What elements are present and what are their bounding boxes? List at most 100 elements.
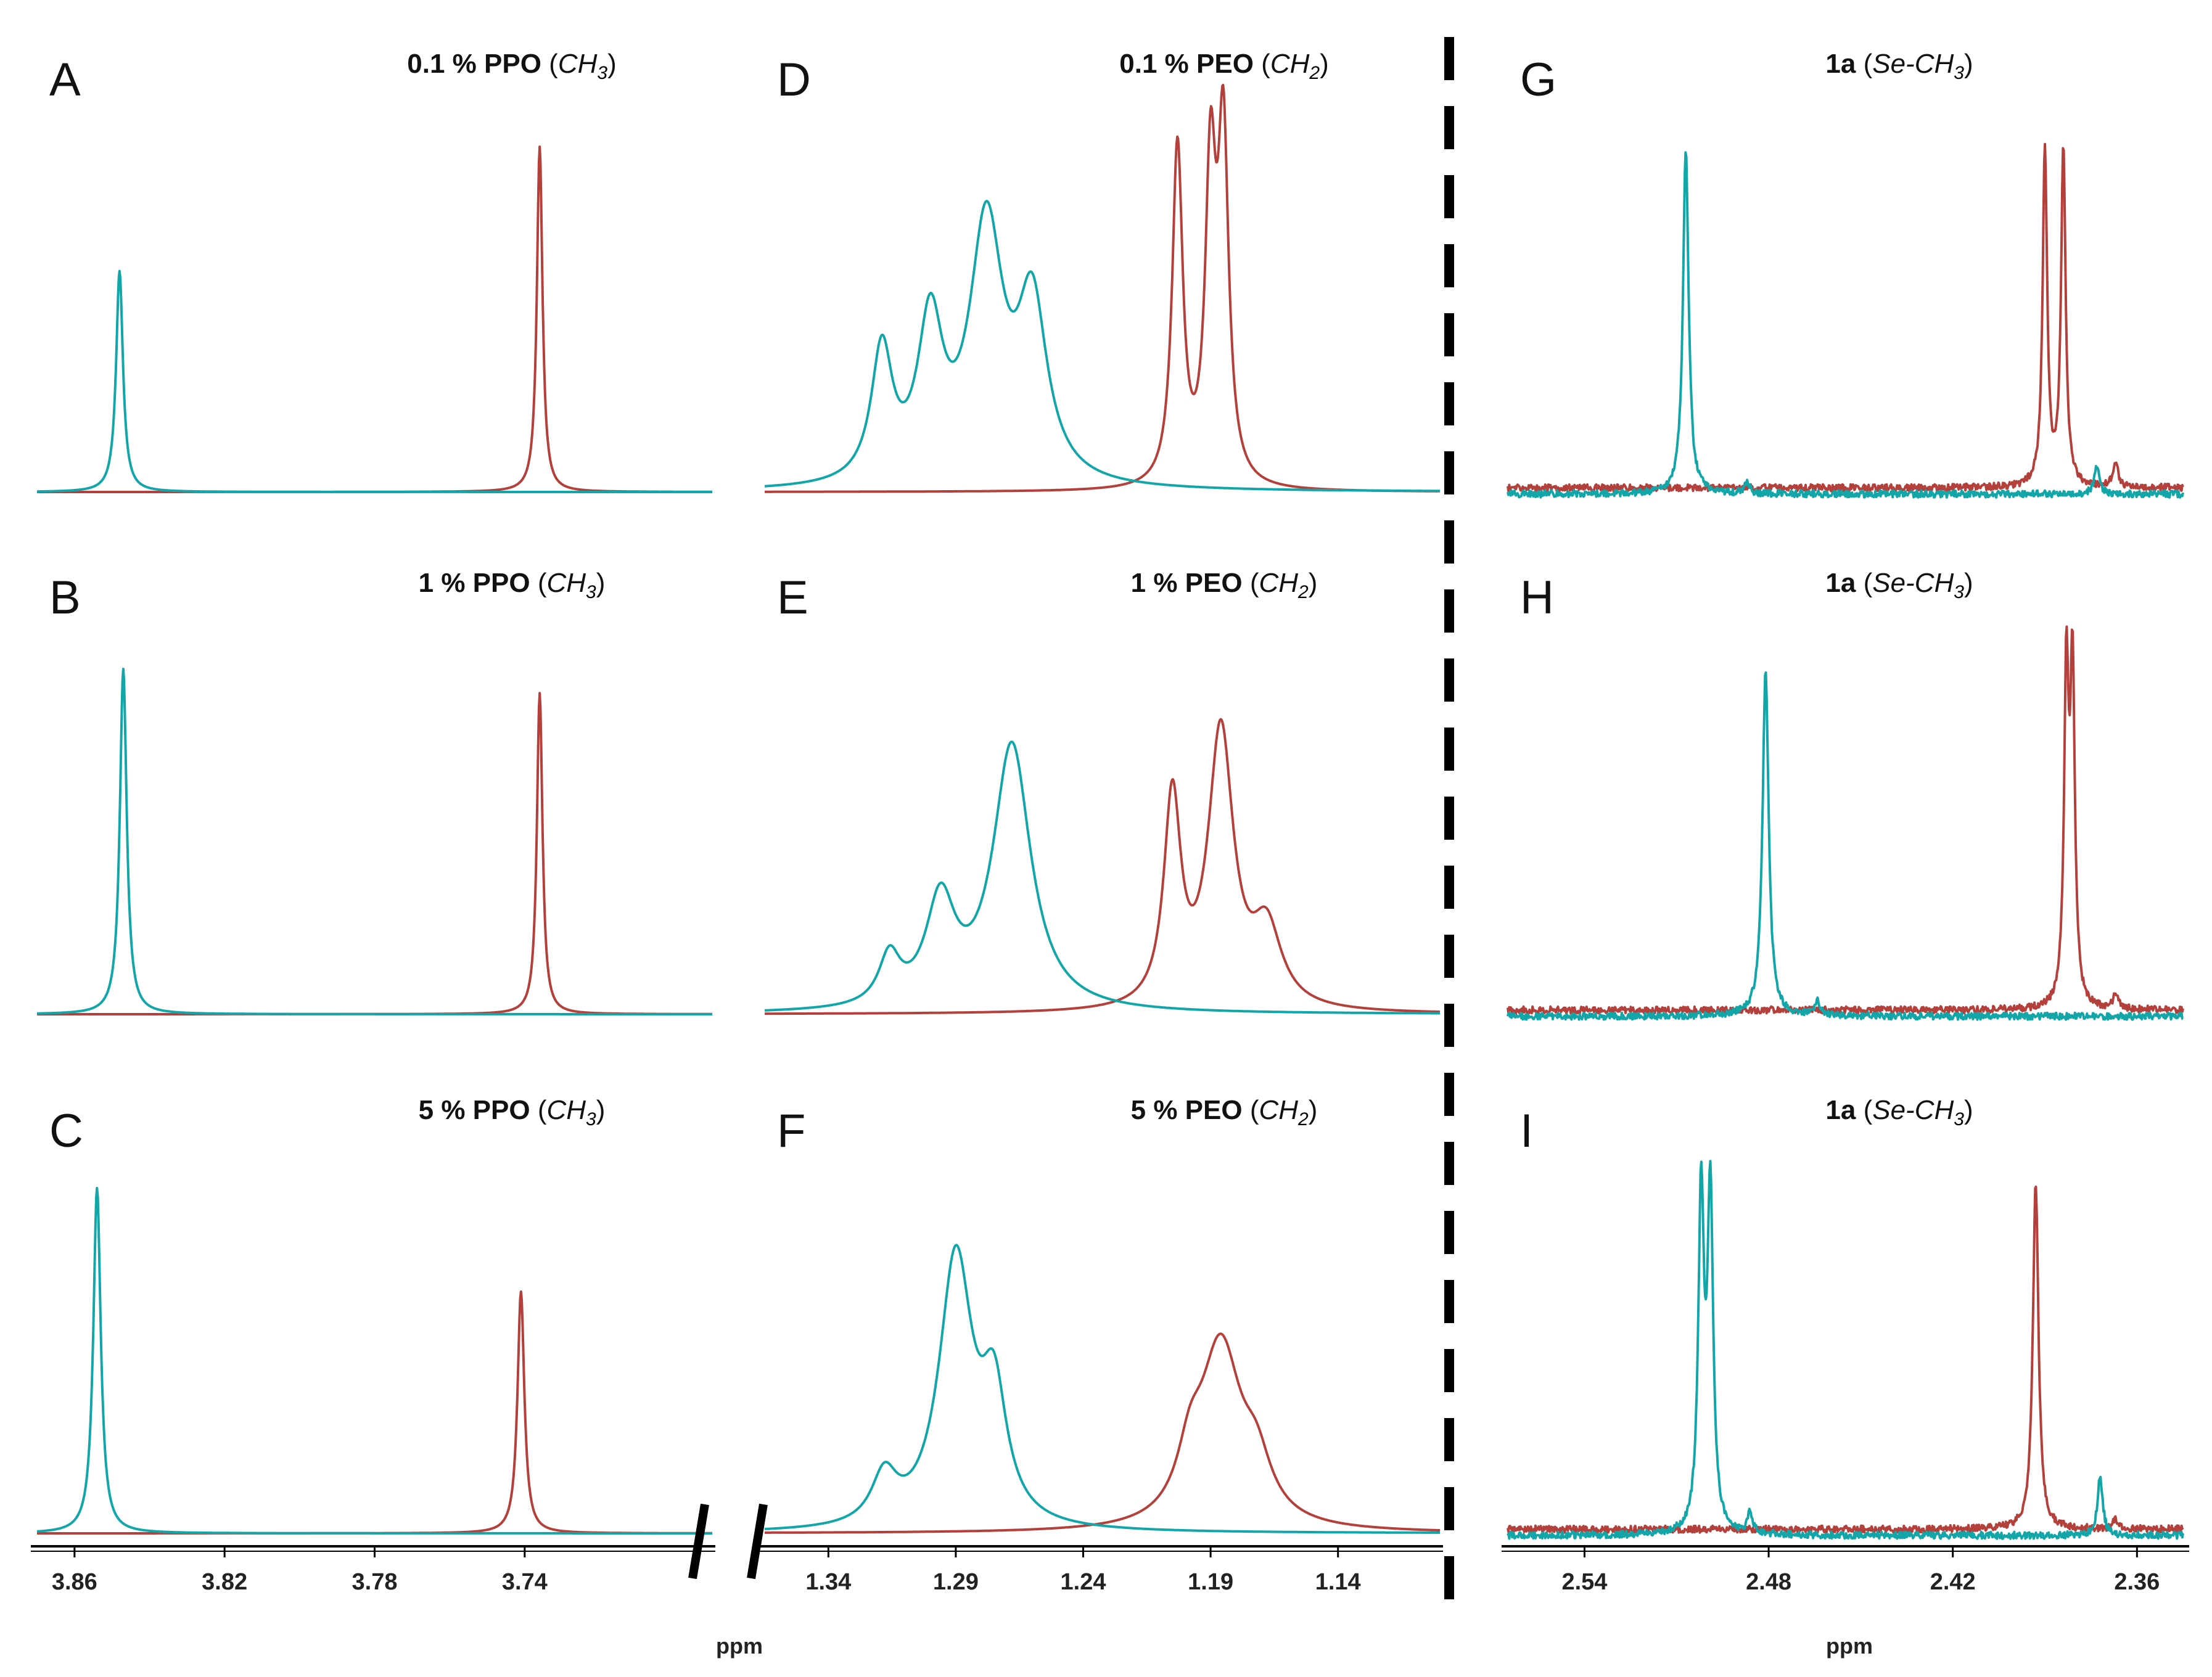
x-tick-label: 1.14 xyxy=(1315,1569,1361,1595)
panel-title-d: 0.1 % PEO (CH2) xyxy=(1119,49,1328,83)
spectrum-red-h xyxy=(1507,625,2184,1015)
spectrum-teal-e xyxy=(764,740,1441,1015)
panel-title-paren-open: ( xyxy=(538,568,547,598)
panel-title-subscript: 3 xyxy=(586,582,596,602)
spectrum-teal-d xyxy=(764,200,1441,493)
x-axis-col-2: 2.54 2.48 2.42 2.36 xyxy=(1502,1545,2189,1595)
panel-h: H 1a (Se-CH3) xyxy=(1507,568,2184,1021)
x-tick-label: 3.82 xyxy=(202,1569,247,1595)
panel-a: A 0.1 % PPO (CH3) xyxy=(36,49,713,493)
axis-break-mark-left xyxy=(688,1503,709,1580)
panel-letter-c: C xyxy=(49,1105,83,1157)
x-tick-label: 2.48 xyxy=(1746,1569,1791,1595)
spectrum-red-a xyxy=(36,146,713,493)
panel-title-bold: 1a xyxy=(1825,1095,1863,1125)
panel-title-italic: Se-CH xyxy=(1872,568,1954,598)
x-tick-label: 3.86 xyxy=(52,1569,97,1595)
panel-title-bold: 1 % PPO xyxy=(419,568,538,598)
spectrum-teal-h xyxy=(1507,671,2184,1021)
x-axis-col-1: 1.34 1.29 1.24 1.19 1.14 xyxy=(759,1545,1443,1595)
panel-letter-f: F xyxy=(777,1105,805,1157)
panel-title-italic: CH xyxy=(1270,49,1310,79)
panel-letter-d: D xyxy=(777,54,811,106)
panel-title-italic: CH xyxy=(1259,1095,1298,1125)
panel-letter-h: H xyxy=(1520,572,1554,624)
panel-title-bold: 1a xyxy=(1825,568,1863,598)
panel-title-paren-open: ( xyxy=(1261,49,1270,79)
panel-title-italic: CH xyxy=(558,49,598,79)
x-tick-label: 1.24 xyxy=(1061,1569,1106,1595)
spectrum-red-b xyxy=(36,692,713,1015)
x-axis-col-0: 3.86 3.82 3.78 3.74 xyxy=(31,1545,715,1595)
panel-title-subscript: 2 xyxy=(1297,1109,1309,1130)
axes-layer: 3.86 3.82 3.78 3.74 1.34 1.29 1.24 1.19 1.14 2.54… xyxy=(31,1545,2189,1595)
panel-title-bold: 5 % PEO xyxy=(1131,1095,1250,1125)
panel-letter-e: E xyxy=(777,572,808,624)
panel-title-f: 5 % PEO (CH2) xyxy=(1131,1095,1318,1130)
panel-title-paren-close: ) xyxy=(1964,1095,1973,1125)
panel-title-paren-open: ( xyxy=(538,1095,547,1125)
panel-title-italic: Se-CH xyxy=(1872,49,1954,79)
panel-title-subscript: 3 xyxy=(1954,582,1964,602)
panel-title-paren-close: ) xyxy=(1964,49,1973,79)
panel-title-paren-open: ( xyxy=(1864,1095,1873,1125)
spectrum-red-i xyxy=(1507,1185,2184,1534)
panel-title-subscript: 3 xyxy=(1954,1109,1964,1130)
panel-title-italic: CH xyxy=(1259,568,1298,598)
panel-title-bold: 1a xyxy=(1825,49,1863,79)
panel-title-paren-close: ) xyxy=(1964,568,1973,598)
x-tick-label: 2.42 xyxy=(1930,1569,1976,1595)
panel-title-paren-open: ( xyxy=(1864,49,1873,79)
spectrum-teal-f xyxy=(764,1244,1441,1534)
panel-title-subscript: 2 xyxy=(1309,63,1320,83)
panel-title-b: 1 % PPO (CH3) xyxy=(419,568,606,602)
spectrum-red-e xyxy=(764,718,1441,1015)
panel-letter-a: A xyxy=(49,54,81,106)
panel-b: B 1 % PPO (CH3) xyxy=(36,568,713,1015)
panel-title-paren-close: ) xyxy=(596,1095,606,1125)
x-tick-label: 1.19 xyxy=(1188,1569,1233,1595)
panel-title-paren-close: ) xyxy=(1309,1095,1318,1125)
x-tick-label: 2.54 xyxy=(1561,1569,1607,1595)
panel-title-paren-open: ( xyxy=(1250,1095,1259,1125)
panel-letter-g: G xyxy=(1520,54,1556,106)
panel-title-paren-close: ) xyxy=(596,568,606,598)
x-axis-label-right: ppm xyxy=(1826,1633,1873,1659)
panel-title-paren-close: ) xyxy=(1309,568,1318,598)
x-tick-label: 1.34 xyxy=(805,1569,851,1595)
panel-d: D 0.1 % PEO (CH2) xyxy=(764,49,1441,493)
panels-layer: A 0.1 % PPO (CH3)B 1 % PPO (CH3)C 5 % PPO (… xyxy=(36,49,2184,1540)
x-axis-label-left: ppm xyxy=(716,1633,763,1659)
panel-g: G 1a (Se-CH3) xyxy=(1507,49,2184,499)
spectrum-red-d xyxy=(764,83,1441,493)
panel-f: F 5 % PEO (CH2) xyxy=(764,1095,1441,1534)
panel-title-bold: 1 % PEO xyxy=(1131,568,1250,598)
axis-break-mark-right xyxy=(747,1503,768,1580)
panel-title-subscript: 3 xyxy=(597,63,607,83)
spectrum-red-f xyxy=(764,1332,1441,1534)
panel-title-paren-open: ( xyxy=(1864,568,1873,598)
spectrum-teal-a xyxy=(36,269,713,493)
panel-title-subscript: 3 xyxy=(1954,63,1964,83)
x-tick-label: 1.29 xyxy=(933,1569,979,1595)
panel-title-subscript: 3 xyxy=(586,1109,596,1130)
panel-title-h: 1a (Se-CH3) xyxy=(1825,568,1973,602)
panel-title-paren-open: ( xyxy=(1250,568,1259,598)
panel-title-bold: 0.1 % PPO xyxy=(407,49,549,79)
panel-title-c: 5 % PPO (CH3) xyxy=(419,1095,606,1130)
panel-title-bold: 5 % PPO xyxy=(419,1095,538,1125)
panel-title-italic: Se-CH xyxy=(1872,1095,1954,1125)
panel-title-italic: CH xyxy=(546,1095,586,1125)
spectrum-teal-g xyxy=(1507,151,2184,499)
panel-title-paren-close: ) xyxy=(1320,49,1329,79)
spectrum-teal-i xyxy=(1507,1160,2184,1540)
panel-letter-b: B xyxy=(49,572,81,624)
panel-title-i: 1a (Se-CH3) xyxy=(1825,1095,1973,1130)
panel-letter-i: I xyxy=(1520,1105,1533,1157)
spectrum-red-c xyxy=(36,1290,713,1535)
panel-title-bold: 0.1 % PEO xyxy=(1119,49,1261,79)
panel-i: I 1a (Se-CH3) xyxy=(1507,1095,2184,1540)
panel-c: C 5 % PPO (CH3) xyxy=(36,1095,713,1535)
panel-title-italic: CH xyxy=(546,568,586,598)
